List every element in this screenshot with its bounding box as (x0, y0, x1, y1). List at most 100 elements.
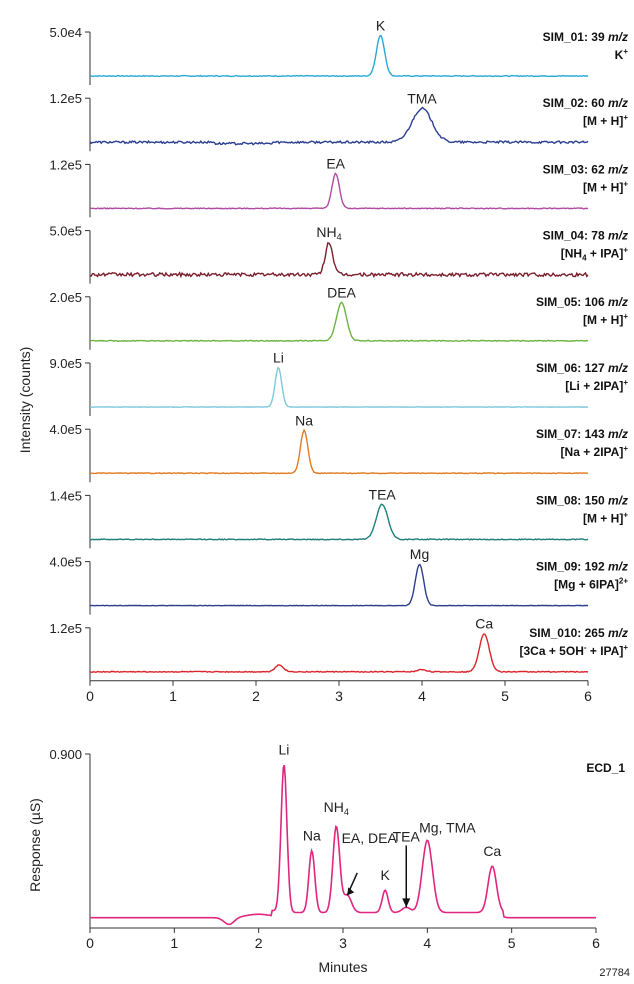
trace-SIM_05 (89, 301, 589, 343)
ion-label: K (615, 48, 624, 62)
ecd-x-tick-label: 0 (86, 935, 94, 951)
panel-label-mz-prefix: SIM_01: 39 (543, 30, 608, 44)
sim-x-tick-label: 3 (335, 688, 343, 704)
y-max-label: 2.0e5 (49, 290, 82, 305)
ecd-peak-label: Na (303, 828, 321, 844)
ion-sup: + (623, 47, 628, 56)
y-max-label: 9.0e5 (49, 356, 82, 371)
y-max-label: 4.0e5 (49, 555, 82, 570)
ion-label: [M + H] (583, 180, 623, 194)
peak-label: NH4 (316, 224, 341, 242)
ecd-panel-label: ECD_1 (586, 761, 625, 775)
ion-label: [NH (561, 247, 582, 261)
ion-end: + IPA] (587, 644, 624, 658)
sim-x-tick-label: 5 (501, 688, 509, 704)
trace-SIM_02 (89, 106, 589, 146)
panel-label-line2: [M + H]+ (583, 179, 628, 194)
y-max-label: 5.0e4 (49, 25, 82, 40)
panel-label-mz: m/z (608, 162, 628, 176)
peak-label-text: TMA (407, 90, 437, 106)
sim-x-tick-label: 1 (169, 688, 177, 704)
ecd-trace (90, 764, 596, 926)
ion-sup: + (623, 246, 628, 255)
sim-x-tick-label: 6 (584, 688, 592, 704)
panel-label-line1: SIM_010: 265 m/z (529, 626, 628, 640)
ion-sup: + (623, 510, 628, 519)
ion-label: [3Ca + 5OH (520, 644, 584, 658)
ecd-peak-label: Mg, TMA (419, 819, 476, 835)
panel-label-mz-prefix: SIM_05: 106 (536, 295, 608, 309)
panel-label-mz: m/z (608, 96, 628, 110)
ecd-x-tick-label: 1 (170, 935, 178, 951)
peak-label: K (376, 18, 386, 34)
peak-label: EA (326, 155, 345, 171)
sim-panel-SIM_03: 1.2e5 EA SIM_03: 62 m/z [M + H]+ (49, 155, 628, 218)
panel-label-line2: [Mg + 6IPA]2+ (554, 577, 628, 592)
trace-SIM_01 (89, 34, 589, 78)
panel-label-line2: [M + H]+ (583, 312, 628, 327)
peak-label: Li (273, 349, 284, 365)
sim-panel-SIM_05: 2.0e5 DEA SIM_05: 106 m/z [M + H]+ (49, 285, 628, 350)
y-axis-title-intensity: Intensity (counts) (17, 347, 33, 454)
panel-label-line1: SIM_04: 78 m/z (543, 229, 628, 243)
ecd-arrow-head-tea (402, 898, 411, 908)
panel-label-line2: [Li + 2IPA]+ (565, 378, 628, 393)
ion-sup: + (623, 378, 628, 387)
ion-end: + IPA] (587, 247, 624, 261)
panel-label-mz-prefix: SIM_03: 62 (543, 162, 608, 176)
ecd-peak-label-text: TEA (393, 828, 421, 844)
y-max-label: 1.2e5 (49, 621, 82, 636)
sim-panel-SIM_07: 4.0e5 Na SIM_07: 143 m/z [Na + 2IPA]+ (49, 412, 629, 483)
sim-panel-SIM_010: 1.2e5 Ca SIM_010: 265 m/z [3Ca + 5OH- + IPA… (49, 616, 628, 681)
sim-panel-SIM_04: 5.0e5 NH4 SIM_04: 78 m/z[NH4 + IPA]+ (49, 224, 628, 284)
panel-label-mz-prefix: SIM_010: 265 (529, 626, 608, 640)
ecd-peak-label-text: Ca (483, 843, 501, 859)
ecd-peak-label-text: NH (324, 799, 344, 815)
panel-label-line2: [Na + 2IPA]+ (561, 444, 629, 459)
trace-SIM_09 (89, 563, 589, 607)
ecd-peak-label-text: Na (303, 828, 321, 844)
peak-label: DEA (327, 285, 356, 301)
ion-label: [M + H] (583, 511, 623, 525)
sim-x-tick-label: 4 (418, 688, 426, 704)
y-max-label: 1.4e5 (49, 488, 82, 503)
panel-label-mz-prefix: SIM_02: 60 (543, 96, 608, 110)
panel-label-line2: [3Ca + 5OH- + IPA]+ (520, 643, 629, 658)
peak-label: TMA (407, 90, 437, 106)
ecd-x-tick-label: 4 (423, 935, 431, 951)
ecd-peak-label: K (380, 867, 390, 883)
panel-label-line2: [NH4 + IPA]+ (561, 246, 629, 263)
ion-label: [Mg + 6IPA] (554, 578, 619, 592)
ion-label: [M + H] (583, 114, 623, 128)
trace-SIM_07 (89, 428, 589, 475)
ecd-peak-label-text: Li (279, 742, 290, 758)
trace-SIM_03 (89, 172, 589, 210)
trace-SIM_010 (89, 633, 589, 674)
panel-label-mz-prefix: SIM_06: 127 (536, 361, 608, 375)
figure-id: 27784 (599, 967, 630, 979)
peak-label-text: Li (273, 349, 284, 365)
sim-panel-SIM_02: 1.2e5 TMA SIM_02: 60 m/z [M + H]+ (49, 90, 628, 152)
ion-sup: + (623, 444, 628, 453)
panel-label-mz: m/z (608, 229, 628, 243)
peak-label-text: EA (326, 155, 345, 171)
peak-label: TEA (369, 486, 397, 502)
panel-label-mz: m/z (608, 295, 628, 309)
ecd-arrow-head-ea-dea (347, 887, 355, 896)
sim-panel-SIM_09: 4.0e5 Mg SIM_09: 192 m/z [Mg + 6IPA]2+ (49, 546, 628, 615)
ion-sup: 2+ (619, 577, 628, 586)
panel-label-line1: SIM_07: 143 m/z (536, 427, 628, 441)
y-max-label: 1.2e5 (49, 91, 82, 106)
peak-label-text: Na (295, 412, 313, 428)
sim-panel-SIM_06: 9.0e5 Li SIM_06: 127 m/z [Li + 2IPA]+ (49, 349, 628, 416)
y-max-label: 1.2e5 (49, 157, 82, 172)
sim-panel-SIM_08: 1.4e5 TEA SIM_08: 150 m/z [M + H]+ (49, 486, 628, 549)
panel-label-line2: K+ (615, 47, 629, 62)
panel-label-mz: m/z (608, 427, 628, 441)
ecd-x-tick-label: 3 (339, 935, 347, 951)
ecd-peak-label: TEA (393, 828, 421, 844)
